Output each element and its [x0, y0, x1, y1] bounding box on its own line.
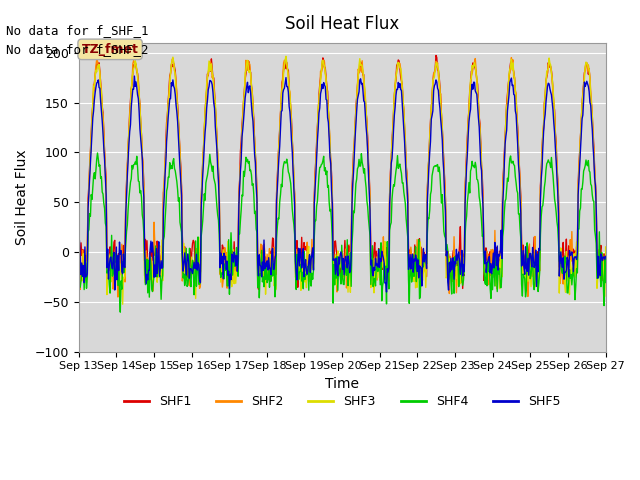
X-axis label: Time: Time: [325, 377, 359, 391]
Y-axis label: Soil Heat Flux: Soil Heat Flux: [15, 149, 29, 245]
Legend: SHF1, SHF2, SHF3, SHF4, SHF5: SHF1, SHF2, SHF3, SHF4, SHF5: [118, 390, 566, 413]
Text: No data for f_SHF_2: No data for f_SHF_2: [6, 43, 149, 56]
Title: Soil Heat Flux: Soil Heat Flux: [285, 15, 399, 33]
Text: No data for f_SHF_1: No data for f_SHF_1: [6, 24, 149, 37]
Text: TZ_fmet: TZ_fmet: [82, 43, 138, 56]
